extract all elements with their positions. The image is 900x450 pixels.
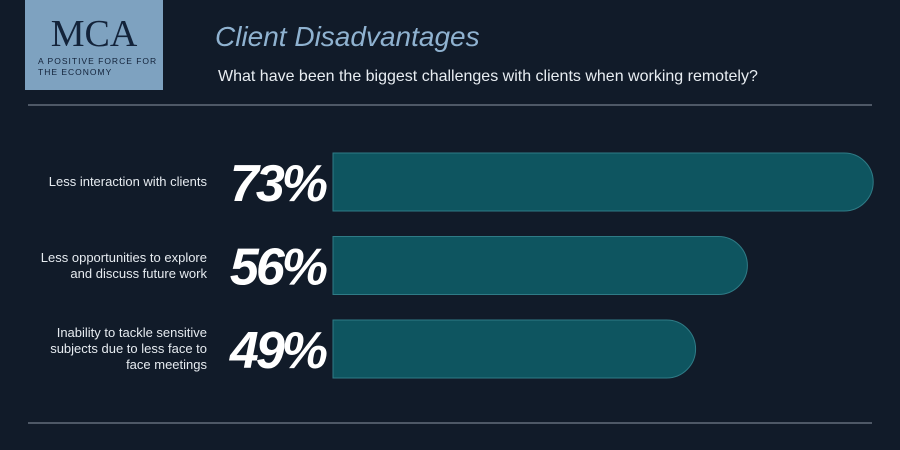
logo-name: MCA	[51, 13, 138, 55]
logo-tagline: A POSITIVE FORCE FOR THE ECONOMY	[38, 56, 158, 77]
category-box: Inability to tackle sensitive subjects d…	[12, 320, 207, 378]
value-label: 56%	[230, 239, 327, 297]
bar	[332, 319, 697, 379]
category-label: Inability to tackle sensitive subjects d…	[50, 325, 207, 372]
category-box: Less opportunities to explore and discus…	[12, 237, 207, 295]
logo-tagline-box: A POSITIVE FORCE FOR THE ECONOMY	[38, 56, 158, 77]
category-label: Less opportunities to explore and discus…	[40, 249, 207, 281]
chart-title: Client Disadvantages	[215, 21, 480, 52]
value-label: 49%	[229, 322, 327, 380]
bar	[332, 236, 748, 295]
category-box: Less interaction with clients	[12, 153, 207, 211]
chart-subtitle: What have been the biggest challenges wi…	[218, 68, 758, 85]
value-label: 73%	[230, 155, 327, 213]
logo-box	[25, 0, 163, 90]
bar	[332, 152, 874, 212]
category-label: Less interaction with clients	[48, 174, 207, 189]
